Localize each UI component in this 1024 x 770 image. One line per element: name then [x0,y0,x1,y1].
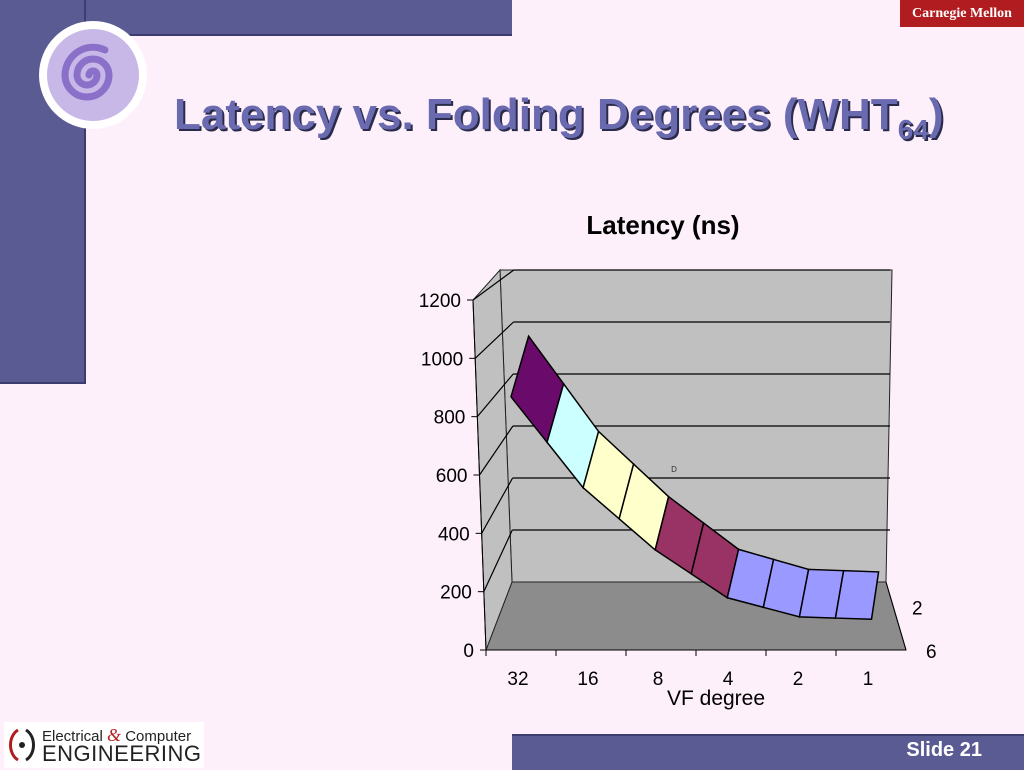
ece-emblem-icon [9,728,35,762]
title-main: Latency vs. Folding Degrees (WHT [174,90,898,139]
dept-text-a: Electrical [42,728,108,745]
chart-title: Latency (ns) [586,210,739,240]
gridline-side [481,477,514,534]
y-tick-label: 800 [434,408,466,429]
x-tick-label: 4 [723,669,734,690]
x-tick-label: 32 [507,669,528,690]
depth-tick-label: 2 [912,598,923,619]
x-tick-label: 1 [863,669,874,690]
gridline-side [474,321,514,359]
department-line2: ENGINEERING [42,741,202,766]
x-tick-label: 8 [653,669,664,690]
y-tick-label: 0 [463,641,474,662]
gridline-side [472,269,515,301]
institution-badge: Carnegie Mellon [900,0,1024,27]
chart-annotation: D [671,465,677,474]
dept-ampersand: & [107,725,122,745]
footer-accent-bar [512,734,1024,770]
title-close: ) [928,90,944,139]
depth-tick-label: 6 [926,642,937,663]
x-axis-label: VF degree [667,687,765,710]
y-tick-label: 1200 [419,291,461,312]
depth-axis-line [885,581,907,651]
slide-title: Latency vs. Folding Degrees (WHT64) [174,90,944,146]
y-tick-label: 1000 [421,349,463,370]
y-tick-label: 400 [438,524,470,545]
gridline-side [479,425,514,476]
y-tick-label: 600 [436,466,468,487]
slide-number: Slide 21 [906,739,982,761]
department-line1: Electrical & Computer [42,725,191,746]
x-tick-label: 16 [577,669,598,690]
gridline-side [483,529,513,592]
y-tick-label: 200 [440,583,472,604]
title-subscript: 64 [897,113,929,145]
surface-patch [834,569,880,621]
dept-text-b: Computer [121,728,192,745]
spiral-logo-icon [39,21,147,129]
x-tick-label: 2 [793,669,804,690]
gridline-side [476,373,514,418]
department-logo: Electrical & Computer ENGINEERING [4,722,204,768]
